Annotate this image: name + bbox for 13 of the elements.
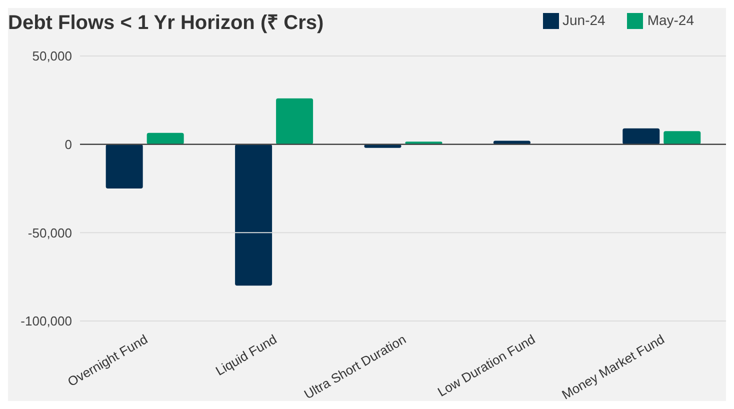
- bar: [106, 144, 143, 188]
- y-tick-label: 50,000: [32, 48, 72, 64]
- y-tick-label: -50,000: [28, 225, 72, 240]
- legend-label: Jun-24: [562, 12, 606, 28]
- y-tick-label: -100,000: [20, 314, 72, 329]
- y-tick-label: 0: [64, 136, 72, 152]
- bar: [146, 132, 184, 144]
- chart-title: Debt Flows < 1 Yr Horizon (₹ Crs): [8, 11, 324, 35]
- bar: [664, 131, 701, 144]
- legend-label: May-24: [647, 12, 694, 28]
- bar: [276, 98, 314, 144]
- bar: [235, 144, 272, 286]
- bar: [622, 128, 660, 144]
